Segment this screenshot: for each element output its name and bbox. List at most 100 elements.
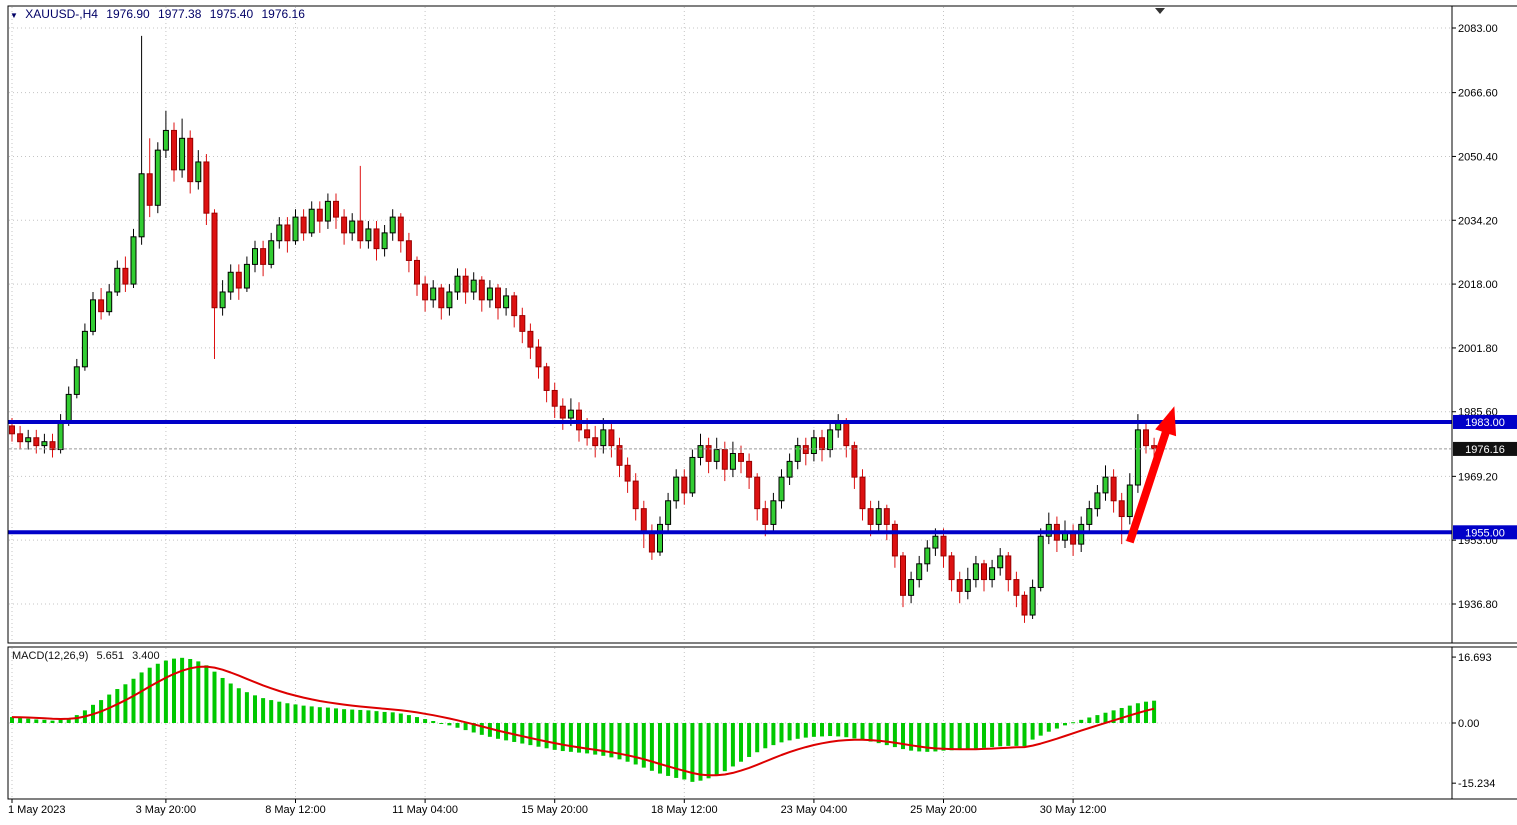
macd-bar bbox=[269, 700, 274, 723]
macd-bar bbox=[763, 723, 768, 749]
time-axis-label: 23 May 04:00 bbox=[781, 804, 848, 816]
hline-price-tag-box[interactable] bbox=[1453, 414, 1517, 429]
macd-main-value: 5.651 bbox=[96, 650, 125, 662]
candle-bearish bbox=[495, 287, 501, 309]
trend-arrow[interactable] bbox=[1125, 406, 1177, 544]
hline-price-tag[interactable]: 1955.00 bbox=[1453, 525, 1517, 540]
candle-bullish bbox=[875, 508, 882, 525]
macd-bar bbox=[406, 715, 411, 723]
candle-bullish bbox=[292, 216, 299, 242]
candle-bullish bbox=[349, 220, 356, 234]
symbol-dropdown-icon[interactable]: ▼ bbox=[10, 11, 18, 20]
candle-bearish bbox=[373, 228, 380, 250]
candle-bullish bbox=[778, 476, 785, 502]
candle-bullish bbox=[665, 500, 672, 525]
candle-bearish bbox=[543, 366, 550, 391]
candles bbox=[9, 35, 1158, 623]
macd-bar bbox=[253, 695, 257, 723]
time-axis-label: 1 May 2023 bbox=[8, 804, 65, 816]
candle-bullish bbox=[997, 555, 1004, 569]
macd-bar bbox=[1030, 723, 1035, 740]
arrow-head[interactable] bbox=[1155, 406, 1177, 437]
macd-bar bbox=[26, 718, 31, 723]
macd-bar bbox=[42, 719, 47, 723]
candle-bullish bbox=[219, 291, 226, 309]
macd-bar bbox=[1087, 717, 1092, 723]
arrow-shaft[interactable] bbox=[1125, 425, 1172, 544]
candle-bearish bbox=[1151, 445, 1158, 450]
macd-bar bbox=[309, 706, 314, 723]
candle-bearish bbox=[584, 429, 591, 439]
macd-bar bbox=[601, 723, 606, 756]
candle-bullish bbox=[924, 547, 931, 565]
macd-bar bbox=[1071, 722, 1076, 724]
candle-bullish bbox=[324, 200, 331, 222]
chart-shift-marker[interactable] bbox=[1155, 8, 1165, 14]
macd-bar bbox=[674, 723, 679, 778]
macd-bar bbox=[933, 723, 938, 752]
macd-bar bbox=[568, 723, 573, 752]
macd-axis[interactable]: 16.693 0.00 -15.234 bbox=[1452, 652, 1495, 790]
candle-bearish bbox=[333, 200, 339, 218]
macd-bar bbox=[196, 661, 201, 723]
macd-bar bbox=[544, 723, 549, 749]
macd-bar bbox=[1054, 723, 1059, 729]
candle-bullish bbox=[1037, 535, 1044, 588]
candle-bearish bbox=[632, 480, 639, 510]
macd-bar bbox=[965, 723, 970, 750]
candle-bullish bbox=[130, 236, 137, 285]
candle-bullish bbox=[430, 287, 437, 301]
candle-bullish bbox=[1126, 484, 1133, 518]
macd-bar bbox=[455, 723, 460, 728]
candle-bullish bbox=[41, 441, 48, 447]
macd-bar bbox=[844, 723, 849, 738]
candle-bullish bbox=[154, 149, 161, 206]
macd-bar bbox=[34, 719, 39, 723]
price-axis-label: 2018.00 bbox=[1458, 279, 1498, 291]
candle-bearish bbox=[1110, 476, 1117, 502]
macd-bar bbox=[317, 707, 322, 723]
price-axis-label: 2066.60 bbox=[1458, 88, 1498, 100]
hline-price-tag-box[interactable] bbox=[1453, 525, 1517, 540]
price-axis-label: 2083.00 bbox=[1458, 23, 1498, 35]
candle-bullish bbox=[908, 579, 915, 596]
candle-bearish bbox=[527, 330, 534, 348]
macd-bar bbox=[617, 723, 622, 760]
candle-bullish bbox=[697, 445, 704, 458]
macd-bar bbox=[155, 663, 160, 723]
macd-bar bbox=[609, 723, 614, 758]
candle-bearish bbox=[681, 476, 688, 494]
candle-bullish bbox=[729, 452, 736, 470]
candle-bullish bbox=[365, 228, 372, 242]
macd-bar bbox=[10, 717, 14, 723]
time-axis-label: 3 May 20:00 bbox=[136, 804, 197, 816]
hline-price-tag[interactable]: 1983.00 bbox=[1453, 414, 1517, 429]
candle-bullish bbox=[600, 429, 607, 447]
bid-price-tag[interactable]: 1976.16 bbox=[1453, 441, 1517, 456]
macd-bar bbox=[1006, 723, 1011, 746]
price-axis-label: 1936.80 bbox=[1458, 599, 1498, 611]
macd-axis-label: 16.693 bbox=[1458, 652, 1492, 664]
macd-bar bbox=[803, 723, 808, 738]
macd-bar bbox=[714, 723, 719, 776]
macd-bar bbox=[358, 709, 363, 723]
candle-bearish bbox=[405, 240, 412, 261]
candle-bearish bbox=[640, 508, 647, 533]
macd-bar bbox=[585, 723, 590, 754]
candle-bearish bbox=[49, 441, 56, 451]
candle-bullish bbox=[989, 567, 996, 581]
macd-bar bbox=[860, 723, 865, 740]
macd-bar bbox=[188, 659, 193, 723]
candle-bullish bbox=[794, 445, 801, 462]
macd-bar bbox=[949, 723, 954, 751]
price-axis[interactable]: 2083.00 2066.60 2050.40 2034.20 2018.00 2001.… bbox=[1452, 23, 1498, 611]
macd-bar bbox=[58, 719, 63, 723]
candle-bearish bbox=[705, 445, 712, 462]
candle-bullish bbox=[57, 421, 64, 451]
candle-bearish bbox=[900, 555, 906, 596]
macd-bar bbox=[172, 658, 176, 723]
bid-price-tag-box[interactable] bbox=[1453, 441, 1517, 456]
time-axis[interactable]: 1 May 2023 3 May 20:00 8 May 12:00 11 May 0… bbox=[8, 799, 1106, 816]
macd-bar bbox=[244, 692, 249, 723]
